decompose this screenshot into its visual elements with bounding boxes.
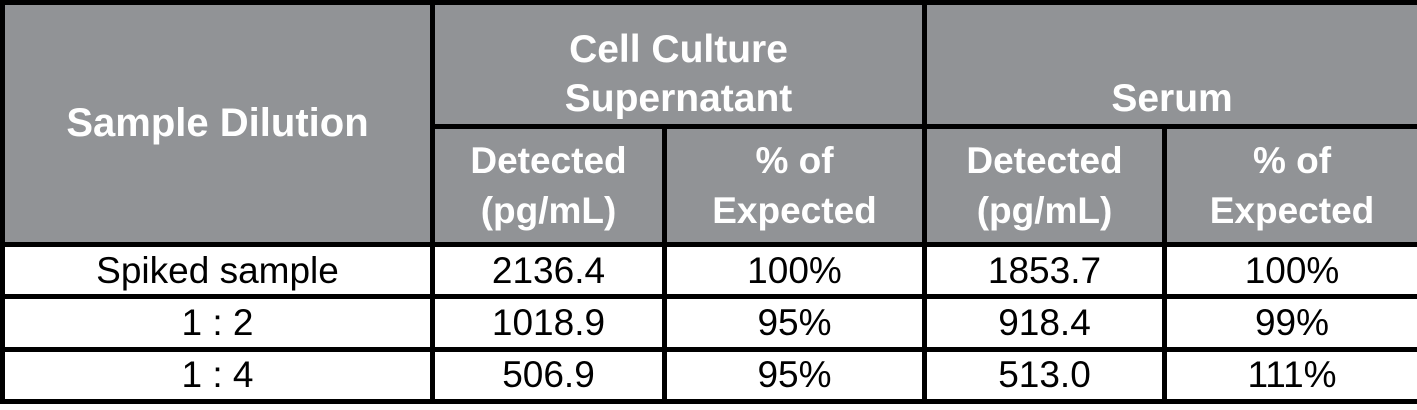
subheader-cell-serum-detected: Detected (pg/mL) bbox=[922, 124, 1167, 247]
table-row: 1 : 4 506.9 95% 513.0 111% bbox=[0, 346, 1417, 405]
table-row: 1 : 2 1018.9 95% 918.4 99% bbox=[0, 294, 1417, 352]
cell-cc-percent-expected: 95% bbox=[662, 294, 927, 352]
cell-serum-percent-expected: 100% bbox=[1161, 241, 1417, 300]
cell-cc-detected: 2136.4 bbox=[430, 241, 667, 300]
cell-serum-percent-expected: 99% bbox=[1161, 294, 1417, 352]
subheader-cell-cc-percent-expected: % of Expected bbox=[662, 124, 927, 247]
header-cell-serum: Serum bbox=[921, 0, 1417, 129]
table-row: Spiked sample 2136.4 100% 1853.7 100% bbox=[0, 241, 1417, 300]
cell-dilution-label: 1 : 4 bbox=[0, 346, 435, 405]
cell-cc-detected: 506.9 bbox=[430, 346, 667, 405]
cell-serum-detected: 1853.7 bbox=[922, 241, 1167, 300]
cell-cc-percent-expected: 100% bbox=[662, 241, 927, 300]
subheader-cell-cc-detected: Detected (pg/mL) bbox=[430, 124, 667, 247]
sub-header-row: Detected (pg/mL) % of Expected Detected … bbox=[3, 124, 1417, 247]
cell-serum-percent-expected: 111% bbox=[1161, 346, 1417, 405]
cell-dilution-label: 1 : 2 bbox=[0, 294, 435, 352]
cell-cc-percent-expected: 95% bbox=[662, 346, 927, 405]
group-header-row: Sample Dilution Cell Culture Supernatant… bbox=[0, 0, 1417, 247]
header-cell-cell-culture-supernatant: Cell Culture Supernatant bbox=[430, 0, 927, 129]
subheader-cell-serum-percent-expected: % of Expected bbox=[1161, 124, 1417, 247]
cell-cc-detected: 1018.9 bbox=[430, 294, 667, 352]
cell-serum-detected: 918.4 bbox=[922, 294, 1167, 352]
header-cell-sample-dilution: Sample Dilution bbox=[0, 0, 435, 247]
cell-serum-detected: 513.0 bbox=[922, 346, 1167, 405]
cell-dilution-label: Spiked sample bbox=[0, 241, 435, 300]
